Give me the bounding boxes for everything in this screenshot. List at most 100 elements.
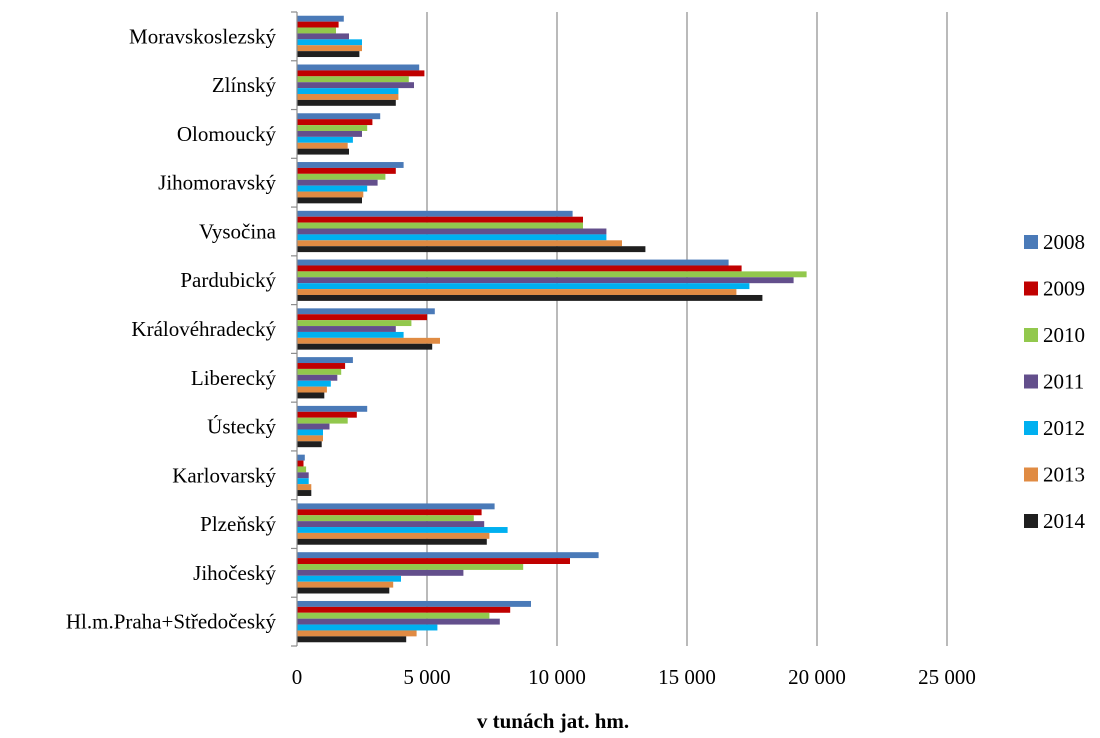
bar xyxy=(297,423,330,430)
bar xyxy=(297,314,427,321)
bar xyxy=(297,185,368,192)
bars-layer xyxy=(297,15,807,643)
bar xyxy=(297,417,348,424)
bar xyxy=(297,429,323,436)
bar xyxy=(297,94,399,100)
legend-swatch xyxy=(1024,514,1038,528)
bar xyxy=(297,490,312,496)
category-label: Zlínský xyxy=(212,73,277,97)
bar xyxy=(297,331,404,338)
bar xyxy=(297,587,390,594)
bar xyxy=(297,33,349,40)
bar xyxy=(297,70,425,77)
bar xyxy=(297,88,399,95)
bar xyxy=(297,173,386,180)
bar xyxy=(297,527,508,533)
category-label: Jihomoravský xyxy=(158,171,276,195)
axis-layer xyxy=(291,11,298,647)
bar xyxy=(297,222,583,229)
legend-label: 2013 xyxy=(1043,463,1085,487)
x-tick-label: 15 000 xyxy=(658,665,716,689)
bar xyxy=(297,460,304,467)
bar xyxy=(297,503,495,510)
bar xyxy=(297,581,394,588)
bar xyxy=(297,368,342,375)
bar xyxy=(297,600,531,607)
bar xyxy=(297,289,737,295)
bar xyxy=(297,575,401,582)
x-tick-label: 5 000 xyxy=(403,665,450,689)
category-label: Hl.m.Praha+Středočeský xyxy=(66,610,277,634)
bar xyxy=(297,521,485,528)
labels-layer: 0 5 000 10 000 15 000 20 000 25 000 Moravskosl… xyxy=(66,24,976,689)
grid-layer xyxy=(426,12,948,646)
legend: 2008 2009 2010 2011 2012 2013 2014 xyxy=(1024,230,1086,533)
x-tick-label: 25 000 xyxy=(918,665,976,689)
category-label: Moravskoslezský xyxy=(129,24,276,48)
category-label: Královéhradecký xyxy=(131,317,276,341)
bar xyxy=(297,99,396,106)
x-tick-label: 20 000 xyxy=(788,665,846,689)
bar xyxy=(297,234,607,241)
bar xyxy=(297,558,570,564)
bar xyxy=(297,374,338,381)
bar xyxy=(297,15,344,22)
bar xyxy=(297,636,407,643)
bar xyxy=(297,472,309,479)
bar xyxy=(297,294,763,301)
bar xyxy=(297,216,583,223)
bar xyxy=(297,130,362,137)
bar xyxy=(297,538,487,545)
bar xyxy=(297,162,404,168)
x-tick-label: 10 000 xyxy=(528,665,586,689)
legend-swatch xyxy=(1024,467,1038,482)
bar xyxy=(297,326,396,332)
bar xyxy=(297,125,368,131)
bar xyxy=(297,142,348,149)
bar xyxy=(297,337,440,344)
category-label: Karlovarský xyxy=(172,463,276,487)
bar xyxy=(297,532,490,539)
legend-swatch xyxy=(1024,281,1038,296)
category-label: Liberecký xyxy=(191,366,277,390)
bar xyxy=(297,283,750,290)
bar xyxy=(297,386,327,393)
category-label: Ústecký xyxy=(207,415,276,439)
category-label: Plzeňský xyxy=(200,512,276,536)
bar xyxy=(297,51,360,58)
bar xyxy=(297,405,368,412)
bar xyxy=(297,363,346,369)
bar xyxy=(297,148,349,155)
bar xyxy=(297,466,307,473)
legend-label: 2010 xyxy=(1043,323,1085,347)
bar xyxy=(297,64,420,71)
bar xyxy=(297,308,435,315)
bar xyxy=(297,45,362,52)
bar xyxy=(297,509,482,516)
bar xyxy=(297,27,336,34)
bar xyxy=(297,210,573,217)
category-label: Olomoucký xyxy=(177,122,277,146)
bar xyxy=(297,484,312,491)
bar xyxy=(297,197,362,204)
bar xyxy=(297,191,364,198)
legend-swatch xyxy=(1024,374,1038,389)
bar xyxy=(297,271,807,278)
bar xyxy=(297,478,309,485)
bar xyxy=(297,569,464,576)
bar xyxy=(297,606,511,613)
legend-label: 2011 xyxy=(1043,370,1084,394)
bar xyxy=(297,411,357,418)
bar xyxy=(297,246,646,253)
bar xyxy=(297,76,409,83)
bar xyxy=(297,515,474,522)
legend-label: 2008 xyxy=(1043,230,1085,254)
bar xyxy=(297,454,305,461)
bar xyxy=(297,435,323,442)
x-tick-label: 0 xyxy=(292,665,303,689)
bar xyxy=(297,392,325,399)
bar xyxy=(297,552,599,559)
bar xyxy=(297,630,417,637)
legend-label: 2012 xyxy=(1043,416,1085,440)
